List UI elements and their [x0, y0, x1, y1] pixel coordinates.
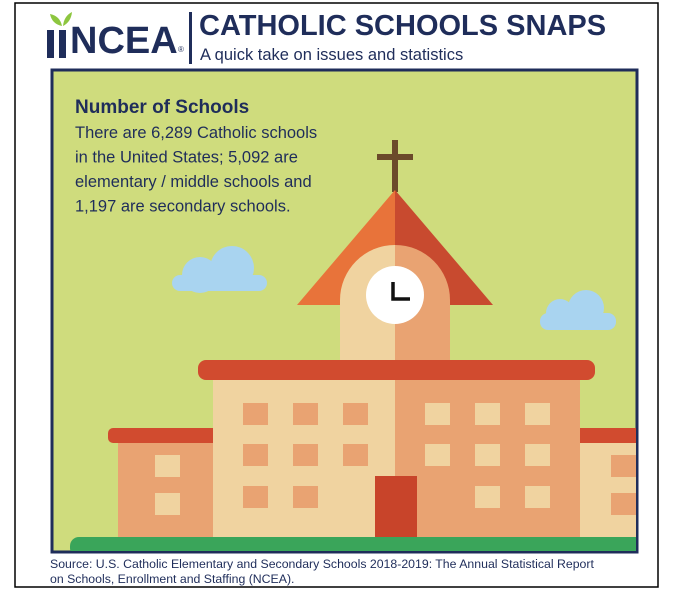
window — [475, 486, 500, 508]
title: CATHOLIC SCHOOLS SNAPS — [199, 10, 606, 42]
logo-text: NCEA — [70, 20, 178, 62]
card-body-line: 1,197 are secondary schools. — [75, 198, 291, 216]
wing-roof — [575, 428, 645, 443]
window — [343, 403, 368, 425]
window — [611, 493, 636, 515]
logo-mark: ® — [178, 45, 184, 54]
window — [155, 493, 180, 515]
cloud-part — [172, 275, 267, 291]
source-line: Source: U.S. Catholic Elementary and Sec… — [50, 557, 594, 571]
window — [611, 455, 636, 477]
card-body-line: in the United States; 5,092 are — [75, 149, 298, 167]
logo-pillar — [47, 30, 54, 58]
window — [243, 403, 268, 425]
main-roof — [198, 360, 595, 380]
page: NCEA ® CATHOLIC SCHOOLS SNAPS A quick ta… — [0, 0, 673, 589]
source-line: on Schools, Enrollment and Staffing (NCE… — [50, 572, 294, 586]
window — [155, 455, 180, 477]
infographic: NCEA ® CATHOLIC SCHOOLS SNAPS A quick ta… — [0, 0, 673, 589]
wing-roof — [108, 428, 218, 443]
window — [425, 403, 450, 425]
clock — [366, 266, 424, 324]
window — [293, 403, 318, 425]
card-body-line: There are 6,289 Catholic schools — [75, 124, 317, 142]
window — [243, 486, 268, 508]
cloud-part — [540, 313, 616, 330]
logo-pillar — [59, 30, 66, 58]
card-body-line: elementary / middle schools and — [75, 173, 312, 191]
card-heading: Number of Schools — [75, 97, 249, 118]
window — [343, 444, 368, 466]
cross — [392, 140, 398, 192]
window — [243, 444, 268, 466]
window — [525, 444, 550, 466]
window — [475, 403, 500, 425]
window — [425, 444, 450, 466]
window — [475, 444, 500, 466]
window — [293, 486, 318, 508]
divider — [189, 12, 192, 64]
subtitle: A quick take on issues and statistics — [200, 46, 463, 64]
window — [293, 444, 318, 466]
cross — [377, 154, 413, 160]
window — [525, 486, 550, 508]
window — [525, 403, 550, 425]
